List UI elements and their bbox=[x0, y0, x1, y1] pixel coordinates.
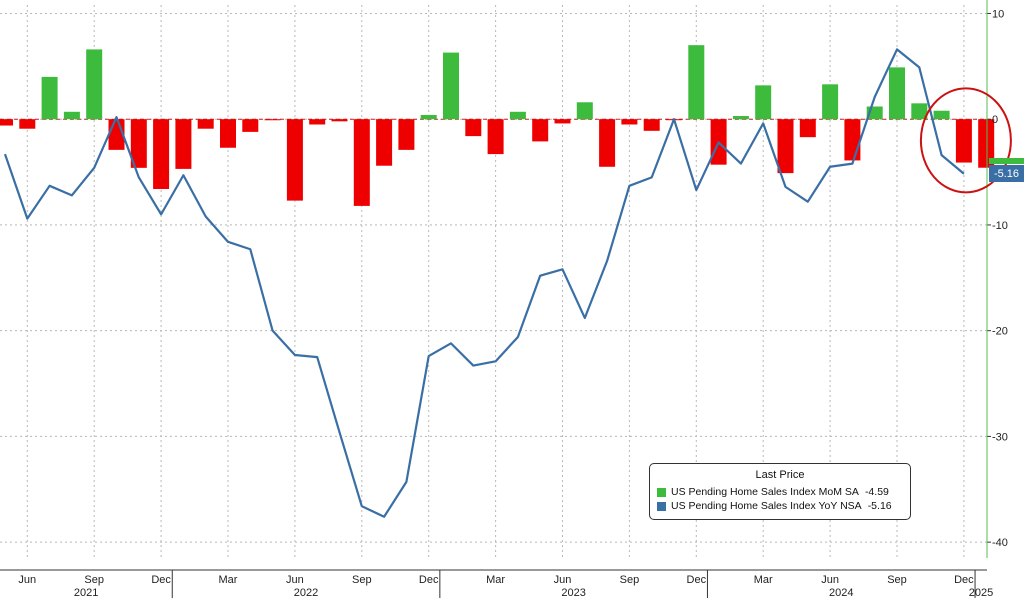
y-tick-label: 0 bbox=[992, 114, 998, 126]
mom-bar bbox=[799, 119, 816, 138]
mom-bar bbox=[643, 119, 660, 131]
mom-bar bbox=[19, 119, 36, 129]
x-year-label: 2021 bbox=[74, 587, 98, 598]
highlight-circle bbox=[919, 87, 1012, 194]
yoy-line bbox=[3, 48, 965, 518]
mom-bar bbox=[264, 119, 281, 121]
mom-bar bbox=[0, 119, 13, 126]
x-year-label: 2023 bbox=[561, 587, 585, 598]
y-tick-label: -30 bbox=[992, 431, 1008, 443]
x-tick-label: Mar bbox=[219, 574, 238, 586]
x-tick-label: Dec bbox=[419, 574, 439, 586]
mom-bar bbox=[309, 119, 326, 125]
mom-bar bbox=[599, 119, 616, 167]
y-tick-label: 10 bbox=[992, 8, 1004, 20]
x-tick-label: Dec bbox=[687, 574, 707, 586]
mom-bar bbox=[398, 119, 415, 150]
y-tick-label: -10 bbox=[992, 220, 1008, 232]
mom-bar bbox=[242, 119, 259, 132]
legend-item-mom: US Pending Home Sales Index MoM SA -4.59 bbox=[657, 485, 910, 499]
x-year-label: 2025 bbox=[969, 587, 993, 598]
legend-swatch-yoy bbox=[657, 501, 666, 511]
x-tick-label: Sep bbox=[887, 574, 907, 586]
yoy-last-value-label: -5.16 bbox=[989, 165, 1024, 182]
mom-last-value-marker bbox=[989, 158, 1024, 164]
mom-bar bbox=[777, 119, 794, 174]
mom-bar bbox=[197, 119, 214, 129]
x-year-label: 2024 bbox=[829, 587, 853, 598]
mom-bar bbox=[911, 103, 928, 120]
mom-bar bbox=[621, 119, 638, 125]
legend-label-mom: US Pending Home Sales Index MoM SA bbox=[671, 486, 859, 498]
mom-bars bbox=[0, 45, 995, 206]
x-tick-label: Jun bbox=[286, 574, 304, 586]
mom-bar bbox=[86, 49, 103, 120]
yoy-line-layer bbox=[3, 48, 965, 518]
mom-bar bbox=[353, 119, 370, 206]
mom-bar bbox=[63, 111, 80, 120]
mom-bar bbox=[41, 76, 58, 120]
x-tick-label: Sep bbox=[84, 574, 104, 586]
mom-bar bbox=[978, 119, 995, 168]
mom-bar bbox=[331, 119, 348, 122]
mom-bar bbox=[286, 119, 303, 201]
mom-bar bbox=[420, 114, 437, 120]
mom-bar bbox=[755, 85, 772, 120]
x-tick-label: Jun bbox=[554, 574, 572, 586]
mom-bar bbox=[955, 119, 972, 163]
legend-title: Last Price bbox=[755, 469, 805, 481]
mom-bar bbox=[153, 119, 170, 189]
x-tick-label: Jun bbox=[18, 574, 36, 586]
mom-bar bbox=[554, 119, 571, 124]
legend-value-yoy: -5.16 bbox=[867, 500, 892, 512]
x-tick-label: Mar bbox=[486, 574, 505, 586]
y-tick-label: -20 bbox=[992, 326, 1008, 338]
legend-value-mom: -4.59 bbox=[864, 486, 889, 498]
mom-bar bbox=[509, 111, 526, 120]
legend-label-yoy: US Pending Home Sales Index YoY NSA bbox=[671, 500, 862, 512]
mom-bar bbox=[175, 119, 192, 169]
mom-bar bbox=[130, 119, 147, 168]
legend: Last Price US Pending Home Sales Index M… bbox=[649, 463, 911, 520]
mom-bar bbox=[376, 119, 393, 166]
y-tick-label: -40 bbox=[992, 537, 1008, 549]
mom-bar bbox=[822, 84, 839, 120]
mom-bar bbox=[443, 52, 459, 120]
mom-bar bbox=[933, 110, 950, 120]
x-tick-label: Sep bbox=[620, 574, 640, 586]
x-tick-label: Dec bbox=[151, 574, 171, 586]
annotation-layer bbox=[919, 87, 1012, 194]
x-tick-label: Mar bbox=[754, 574, 773, 586]
x-tick-label: Sep bbox=[352, 574, 372, 586]
mom-bar bbox=[532, 119, 549, 142]
mom-bar bbox=[220, 119, 236, 148]
legend-item-yoy: US Pending Home Sales Index YoY NSA -5.1… bbox=[657, 499, 910, 513]
mom-bar bbox=[576, 102, 593, 120]
mom-bar bbox=[889, 67, 905, 120]
x-year-label: 2022 bbox=[294, 587, 318, 598]
mom-bar bbox=[465, 119, 482, 137]
legend-swatch-mom bbox=[657, 487, 666, 497]
x-tick-label: Jun bbox=[821, 574, 839, 586]
mom-bar bbox=[487, 119, 504, 155]
mom-bar bbox=[732, 116, 749, 120]
mom-bar bbox=[844, 119, 861, 161]
x-tick-label: Dec bbox=[954, 574, 974, 586]
mom-bar bbox=[688, 45, 705, 120]
